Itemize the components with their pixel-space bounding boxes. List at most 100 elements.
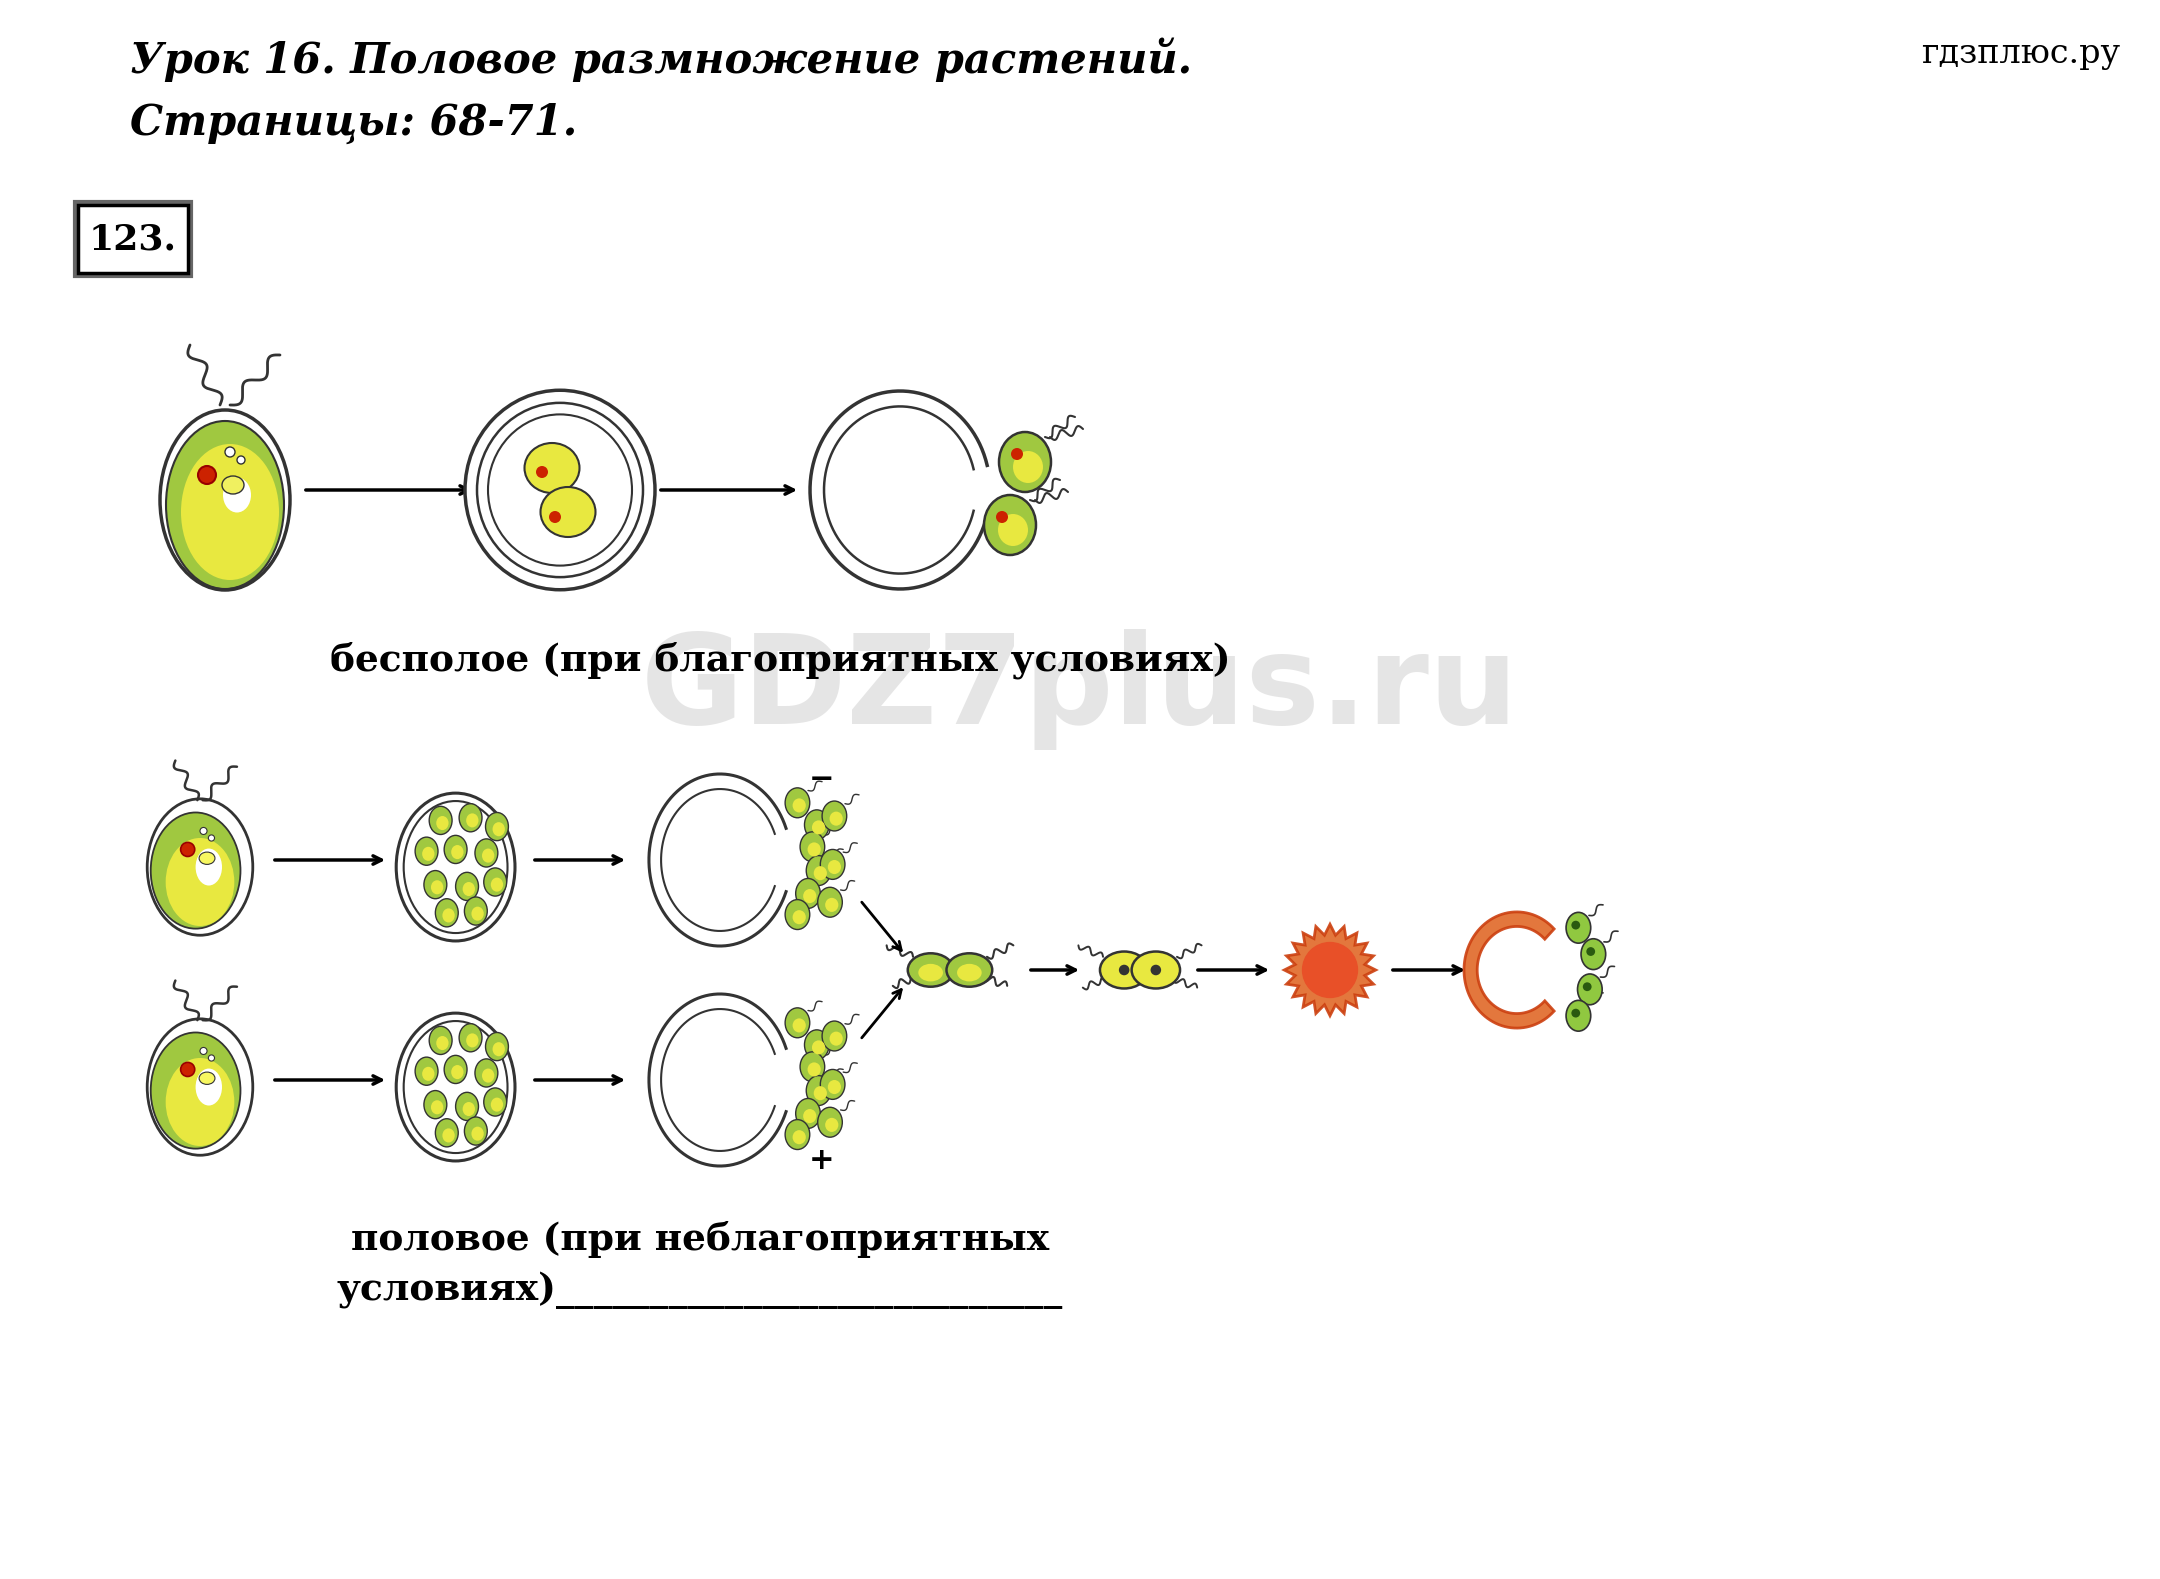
Ellipse shape: [795, 1099, 821, 1129]
Circle shape: [181, 1063, 194, 1077]
Circle shape: [1570, 921, 1581, 930]
Circle shape: [1570, 1009, 1581, 1017]
Ellipse shape: [825, 898, 838, 913]
Ellipse shape: [467, 813, 480, 827]
Ellipse shape: [804, 1030, 829, 1060]
Circle shape: [207, 1055, 214, 1061]
Ellipse shape: [814, 1086, 827, 1101]
Ellipse shape: [819, 887, 842, 917]
Text: условиях)___________________________: условиях)___________________________: [337, 1271, 1063, 1309]
Circle shape: [201, 827, 207, 834]
Ellipse shape: [918, 963, 944, 982]
Ellipse shape: [432, 1101, 443, 1115]
Ellipse shape: [460, 1023, 482, 1052]
Text: Урок 16. Половое размножение растений.: Урок 16. Половое размножение растений.: [130, 38, 1192, 82]
Ellipse shape: [784, 900, 810, 930]
Ellipse shape: [490, 878, 503, 892]
Circle shape: [1119, 965, 1130, 976]
Ellipse shape: [825, 1118, 838, 1132]
Ellipse shape: [525, 444, 579, 493]
Ellipse shape: [827, 861, 840, 875]
Ellipse shape: [799, 1052, 825, 1082]
Ellipse shape: [415, 1056, 438, 1085]
Ellipse shape: [430, 807, 451, 834]
Polygon shape: [1285, 924, 1376, 1015]
Ellipse shape: [784, 1007, 810, 1037]
Ellipse shape: [456, 1093, 480, 1121]
Ellipse shape: [907, 954, 953, 987]
Ellipse shape: [451, 845, 464, 859]
Ellipse shape: [492, 1042, 505, 1056]
Ellipse shape: [799, 832, 825, 862]
Ellipse shape: [436, 1036, 449, 1050]
Ellipse shape: [421, 1067, 434, 1082]
Ellipse shape: [1013, 452, 1043, 483]
Ellipse shape: [784, 788, 810, 818]
Ellipse shape: [1577, 974, 1603, 1004]
Ellipse shape: [436, 816, 449, 831]
Text: бесполое (при благоприятных условиях): бесполое (при благоприятных условиях): [330, 641, 1231, 679]
Ellipse shape: [395, 793, 514, 941]
Ellipse shape: [475, 1060, 497, 1086]
Ellipse shape: [475, 838, 497, 867]
Ellipse shape: [821, 850, 845, 880]
Ellipse shape: [430, 1026, 451, 1055]
Ellipse shape: [467, 1033, 480, 1047]
Ellipse shape: [486, 813, 508, 840]
Circle shape: [201, 1047, 207, 1055]
Ellipse shape: [464, 1116, 488, 1145]
Ellipse shape: [829, 1031, 842, 1045]
Ellipse shape: [804, 889, 816, 903]
Circle shape: [996, 512, 1009, 523]
Circle shape: [549, 512, 562, 523]
Ellipse shape: [1566, 1001, 1590, 1031]
Ellipse shape: [1132, 952, 1179, 988]
Ellipse shape: [1566, 913, 1590, 943]
Ellipse shape: [819, 1107, 842, 1137]
Ellipse shape: [486, 1033, 508, 1061]
FancyBboxPatch shape: [76, 202, 190, 276]
Circle shape: [199, 466, 216, 485]
Ellipse shape: [462, 1102, 475, 1116]
Ellipse shape: [808, 1063, 821, 1077]
Ellipse shape: [436, 1118, 458, 1146]
Text: +: +: [808, 1146, 834, 1175]
Ellipse shape: [998, 433, 1052, 493]
Ellipse shape: [784, 1120, 810, 1150]
Ellipse shape: [436, 898, 458, 927]
FancyBboxPatch shape: [78, 205, 188, 273]
Ellipse shape: [806, 1075, 832, 1105]
Ellipse shape: [151, 1033, 240, 1148]
Circle shape: [225, 447, 235, 456]
Ellipse shape: [471, 1127, 484, 1140]
Ellipse shape: [423, 870, 447, 898]
Ellipse shape: [199, 853, 216, 864]
Ellipse shape: [199, 1072, 216, 1085]
Ellipse shape: [1581, 940, 1605, 970]
Circle shape: [536, 466, 549, 478]
Ellipse shape: [814, 867, 827, 880]
Ellipse shape: [492, 823, 505, 837]
Ellipse shape: [166, 422, 283, 589]
Ellipse shape: [395, 1014, 514, 1161]
Circle shape: [1151, 965, 1162, 976]
Ellipse shape: [804, 1108, 816, 1123]
Ellipse shape: [445, 835, 467, 864]
Ellipse shape: [464, 897, 488, 925]
Ellipse shape: [793, 1018, 806, 1033]
Ellipse shape: [823, 1022, 847, 1052]
Circle shape: [207, 835, 214, 842]
Ellipse shape: [985, 494, 1037, 554]
Ellipse shape: [812, 1041, 825, 1055]
Ellipse shape: [460, 804, 482, 832]
Ellipse shape: [793, 1131, 806, 1145]
Ellipse shape: [829, 812, 842, 826]
Ellipse shape: [484, 868, 508, 895]
Ellipse shape: [415, 837, 438, 865]
Circle shape: [238, 456, 244, 464]
Ellipse shape: [490, 1097, 503, 1112]
Ellipse shape: [804, 810, 829, 840]
Ellipse shape: [827, 1080, 840, 1094]
Ellipse shape: [421, 846, 434, 861]
Ellipse shape: [1099, 952, 1149, 988]
